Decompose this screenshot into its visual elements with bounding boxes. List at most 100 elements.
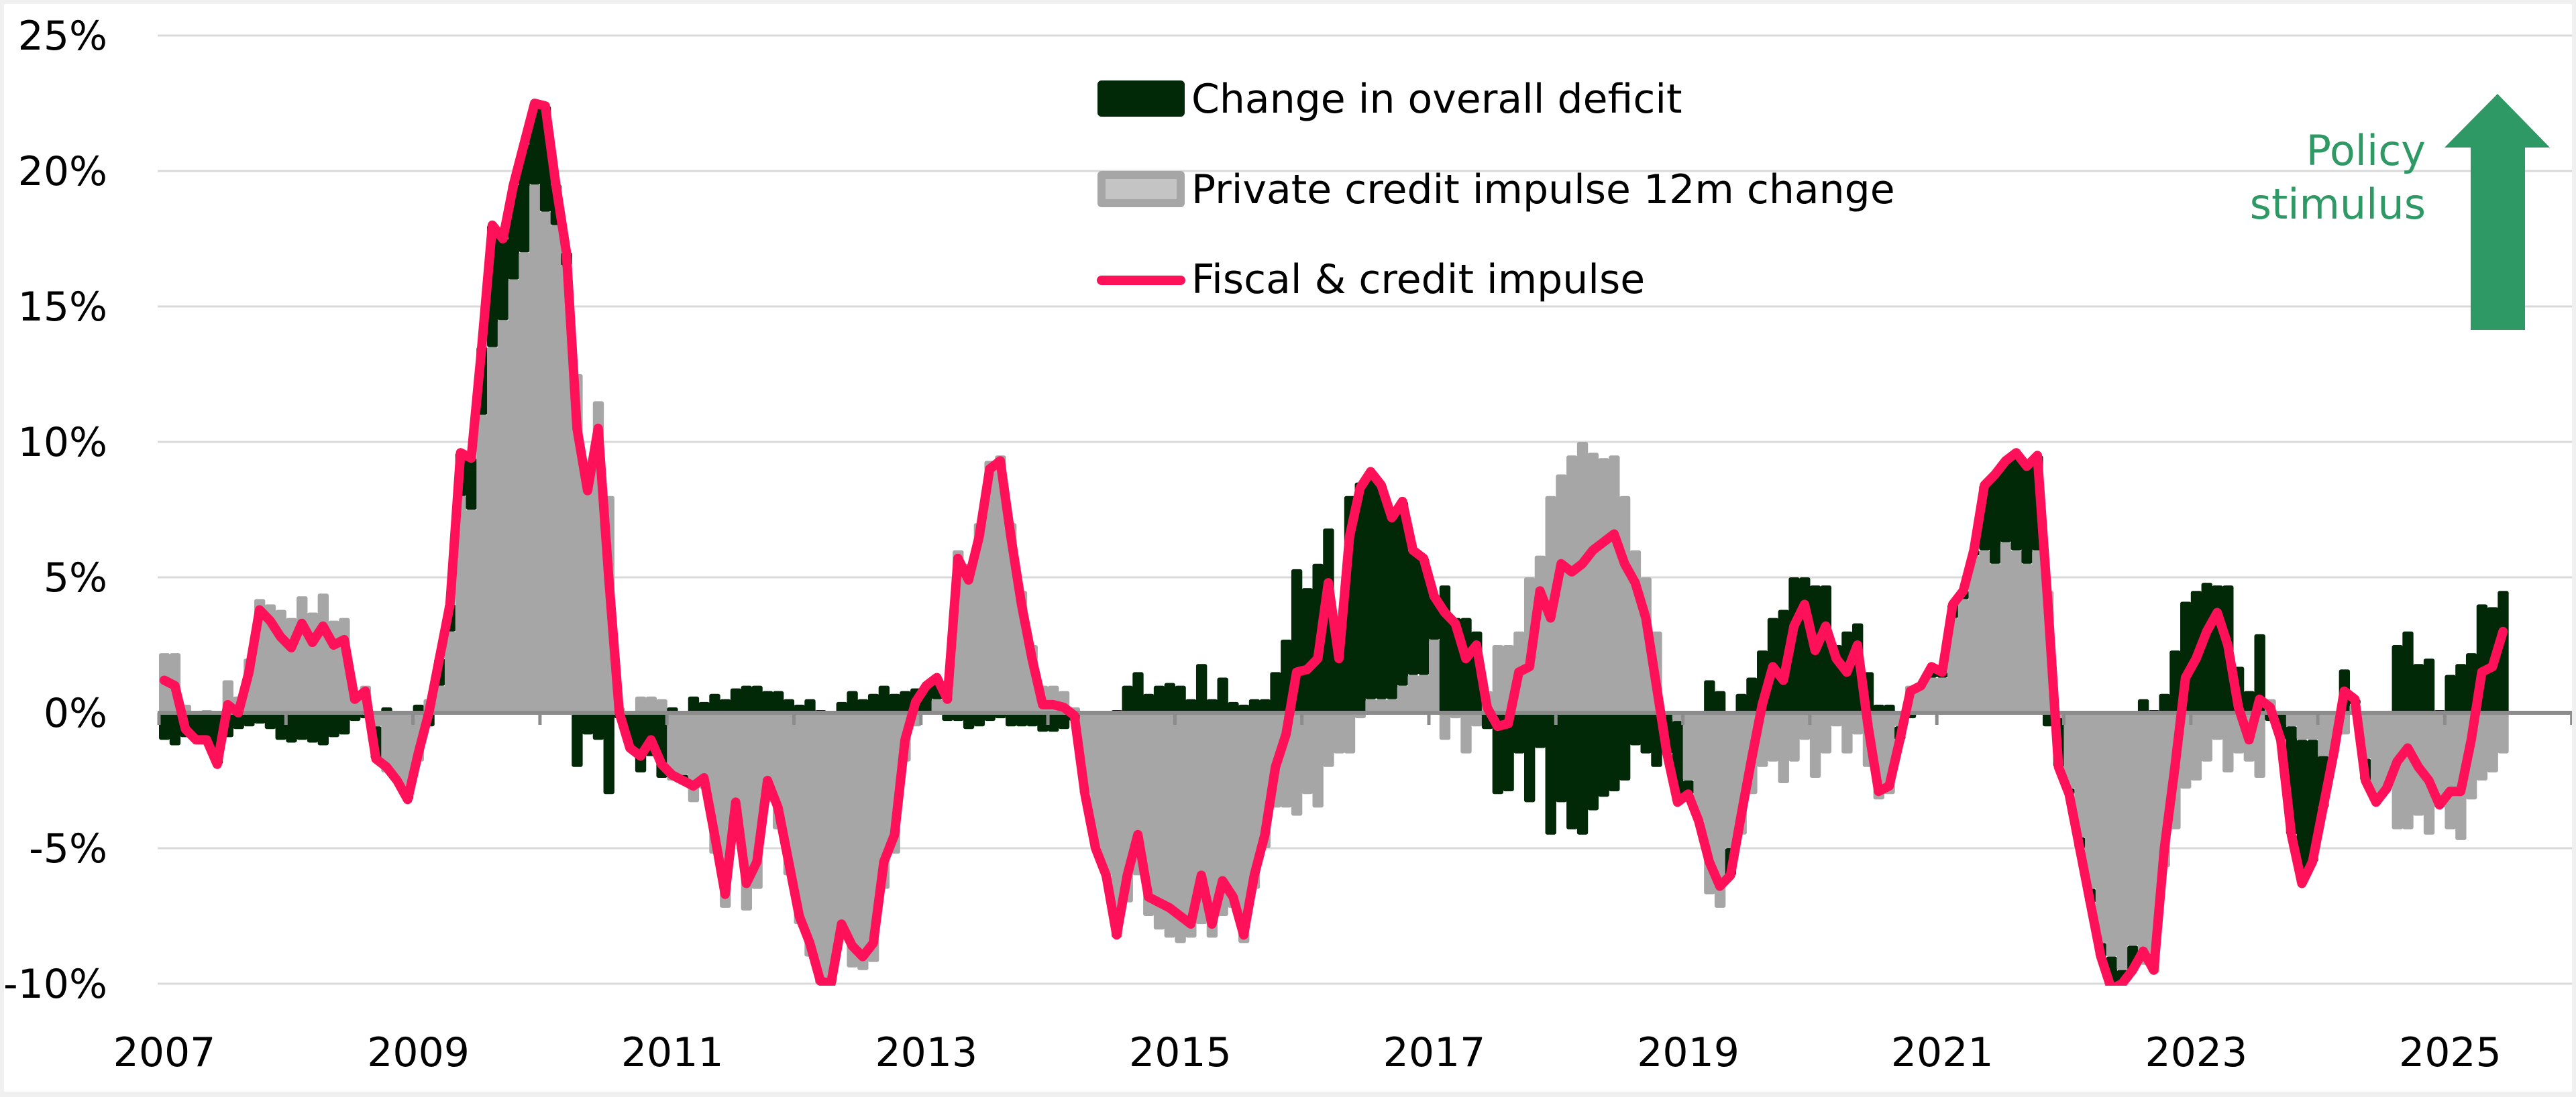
y-tick-label: 20% bbox=[18, 148, 107, 195]
bar-deficit bbox=[1598, 713, 1609, 797]
bar-private-credit bbox=[392, 713, 403, 781]
bar-deficit bbox=[349, 713, 361, 721]
bar-private-credit bbox=[1799, 713, 1811, 740]
legend-item-impulse: Fiscal & credit impulse bbox=[1097, 256, 1645, 303]
bar-deficit bbox=[1799, 577, 1811, 713]
y-tick-label: 5% bbox=[44, 555, 107, 601]
legend: Change in overall deficit Private credit… bbox=[1097, 76, 1895, 303]
bar-private-credit bbox=[2222, 713, 2234, 772]
bar-deficit bbox=[1206, 699, 1218, 713]
bar-deficit bbox=[2159, 693, 2170, 713]
bar-private-credit bbox=[995, 455, 1006, 713]
bar-private-credit bbox=[2296, 713, 2308, 740]
bar-private-credit bbox=[2445, 713, 2456, 829]
bar-private-credit bbox=[1248, 713, 1260, 889]
bar-private-credit bbox=[1429, 639, 1440, 713]
bar-private-credit bbox=[317, 593, 329, 713]
bar-deficit bbox=[889, 693, 900, 713]
bar-private-credit bbox=[1407, 675, 1419, 713]
y-tick-label: 10% bbox=[18, 419, 107, 466]
bar-deficit bbox=[867, 693, 879, 713]
bar-deficit bbox=[201, 713, 213, 743]
bar-deficit bbox=[466, 458, 477, 510]
bar-deficit bbox=[1609, 713, 1620, 792]
bar-private-credit bbox=[2370, 713, 2382, 800]
bar-deficit bbox=[783, 699, 795, 713]
bar-private-credit bbox=[508, 279, 519, 713]
bar-private-credit bbox=[1175, 713, 1186, 943]
bar-private-credit bbox=[1672, 713, 1684, 721]
bar-private-credit bbox=[635, 696, 647, 713]
bar-private-credit bbox=[1291, 713, 1303, 816]
bar-deficit bbox=[2021, 466, 2033, 564]
bar-deficit bbox=[1301, 588, 1313, 713]
bar-private-credit bbox=[297, 596, 308, 713]
bar-private-credit bbox=[1195, 713, 1208, 925]
bar-private-credit bbox=[582, 469, 594, 713]
bar-private-credit bbox=[1609, 455, 1620, 713]
bar-deficit bbox=[1058, 713, 1070, 730]
bar-private-credit bbox=[1968, 555, 1980, 713]
bar-deficit bbox=[592, 713, 604, 740]
bar-private-credit bbox=[645, 696, 657, 713]
bar-deficit bbox=[1990, 474, 2001, 564]
bar-deficit bbox=[1376, 485, 1387, 699]
bar-private-credit bbox=[550, 225, 562, 713]
bar-private-credit bbox=[2000, 542, 2012, 713]
bar-private-credit bbox=[1334, 713, 1345, 754]
bar-deficit bbox=[1228, 701, 1239, 713]
bar-private-credit bbox=[2434, 713, 2445, 808]
bar-deficit bbox=[307, 713, 319, 743]
bar-deficit bbox=[1016, 713, 1028, 727]
bar-private-credit bbox=[2212, 713, 2223, 740]
bar-deficit bbox=[413, 704, 424, 713]
bar-deficit bbox=[1714, 691, 1726, 713]
bar-private-credit bbox=[1312, 713, 1324, 808]
bar-deficit bbox=[1153, 685, 1165, 713]
bar-deficit bbox=[2010, 453, 2022, 551]
bar-private-credit bbox=[1979, 550, 1990, 713]
bar-deficit bbox=[1629, 713, 1642, 746]
bar-deficit bbox=[709, 693, 720, 713]
bar-private-credit bbox=[1619, 496, 1631, 713]
bar-deficit bbox=[1492, 713, 1504, 795]
bar-deficit bbox=[751, 685, 763, 713]
bar-private-credit bbox=[1767, 713, 1779, 762]
bar-deficit bbox=[741, 685, 752, 713]
bar-private-credit bbox=[857, 713, 869, 970]
policy-stimulus-annotation: Policy stimulus bbox=[2250, 94, 2550, 330]
bar-private-credit bbox=[1682, 713, 1694, 781]
bar-private-credit bbox=[2318, 713, 2329, 756]
bar-deficit bbox=[275, 713, 286, 740]
bar-private-credit bbox=[931, 699, 943, 713]
bar-private-credit bbox=[1788, 713, 1800, 762]
legend-item-private-credit: Private credit impulse 12m change bbox=[1097, 166, 1895, 213]
bar-deficit bbox=[1556, 713, 1567, 803]
bar-private-credit bbox=[2190, 713, 2202, 781]
bar-deficit bbox=[794, 704, 805, 713]
bar-deficit bbox=[720, 699, 731, 713]
bar-deficit bbox=[572, 713, 583, 767]
y-tick-label: 0% bbox=[44, 690, 107, 737]
bar-private-credit bbox=[963, 563, 975, 713]
bar-deficit bbox=[836, 701, 847, 713]
bar-private-credit bbox=[1809, 713, 1821, 778]
bar-private-credit bbox=[487, 347, 498, 713]
bar-deficit bbox=[244, 713, 255, 727]
bar-deficit bbox=[762, 691, 773, 713]
bar-deficit bbox=[698, 701, 710, 713]
legend-swatch-private-credit-inner bbox=[1106, 179, 1177, 199]
bar-deficit bbox=[1122, 685, 1133, 713]
bar-private-credit bbox=[1937, 677, 1948, 713]
bar-deficit bbox=[2413, 664, 2424, 713]
bar-deficit bbox=[1746, 677, 1758, 713]
bar-private-credit bbox=[815, 713, 826, 984]
bar-private-credit bbox=[836, 713, 847, 935]
impulse-line bbox=[159, 99, 2508, 986]
bar-private-credit bbox=[1926, 677, 1937, 713]
bar-private-credit bbox=[1725, 713, 1737, 848]
bar-private-credit bbox=[1238, 713, 1250, 943]
bar-deficit bbox=[984, 713, 996, 721]
bar-private-credit bbox=[804, 713, 816, 957]
bar-private-credit bbox=[2286, 713, 2298, 727]
